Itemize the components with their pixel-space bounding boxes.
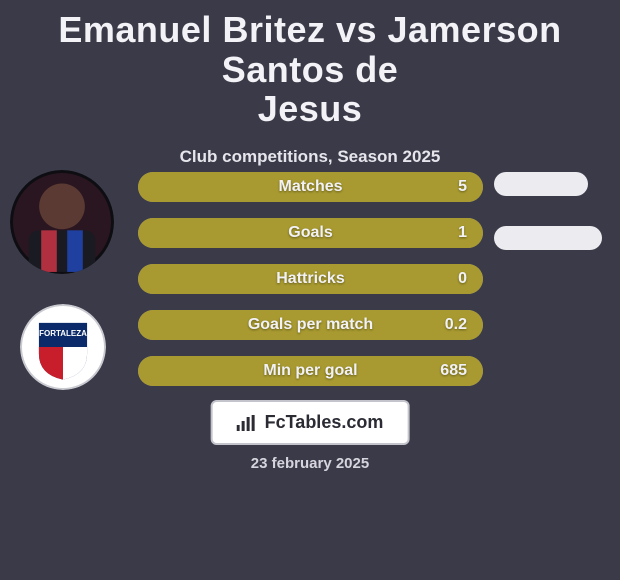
source-badge: FcTables.com bbox=[211, 400, 410, 445]
stat-label: Min per goal bbox=[138, 362, 483, 380]
source-badge-text: FcTables.com bbox=[265, 412, 384, 433]
player1-avatar bbox=[10, 170, 114, 274]
player2-club-badge: FORTALEZA bbox=[20, 304, 106, 390]
stat-value: 0.2 bbox=[445, 316, 467, 334]
stat-row: Hattricks 0 bbox=[138, 264, 483, 294]
page-title: Emanuel Britez vs Jamerson Santos de Jes… bbox=[0, 0, 620, 129]
bars-icon bbox=[237, 415, 257, 431]
stat-value: 0 bbox=[458, 270, 467, 288]
side-pill bbox=[494, 172, 588, 196]
stat-row: Matches 5 bbox=[138, 172, 483, 202]
side-pill bbox=[494, 226, 602, 250]
stat-row: Goals per match 0.2 bbox=[138, 310, 483, 340]
title-line-1: Emanuel Britez vs Jamerson Santos de bbox=[20, 10, 600, 89]
svg-text:FORTALEZA: FORTALEZA bbox=[39, 329, 87, 338]
stat-label: Goals bbox=[138, 224, 483, 242]
stat-value: 1 bbox=[458, 224, 467, 242]
stat-label: Hattricks bbox=[138, 270, 483, 288]
stat-label: Goals per match bbox=[138, 316, 483, 334]
stat-row: Goals 1 bbox=[138, 218, 483, 248]
stat-label: Matches bbox=[138, 178, 483, 196]
comparison-infographic: Emanuel Britez vs Jamerson Santos de Jes… bbox=[0, 0, 620, 580]
side-pills bbox=[494, 172, 614, 280]
stat-value: 5 bbox=[458, 178, 467, 196]
stat-row: Min per goal 685 bbox=[138, 356, 483, 386]
stat-bars: Matches 5 Goals 1 Hattricks 0 Goals per … bbox=[138, 172, 483, 402]
date-label: 23 february 2025 bbox=[251, 455, 369, 472]
stat-value: 685 bbox=[440, 362, 467, 380]
subtitle: Club competitions, Season 2025 bbox=[0, 147, 620, 167]
title-line-2: Jesus bbox=[20, 89, 600, 129]
avatars-column: FORTALEZA bbox=[10, 170, 120, 420]
